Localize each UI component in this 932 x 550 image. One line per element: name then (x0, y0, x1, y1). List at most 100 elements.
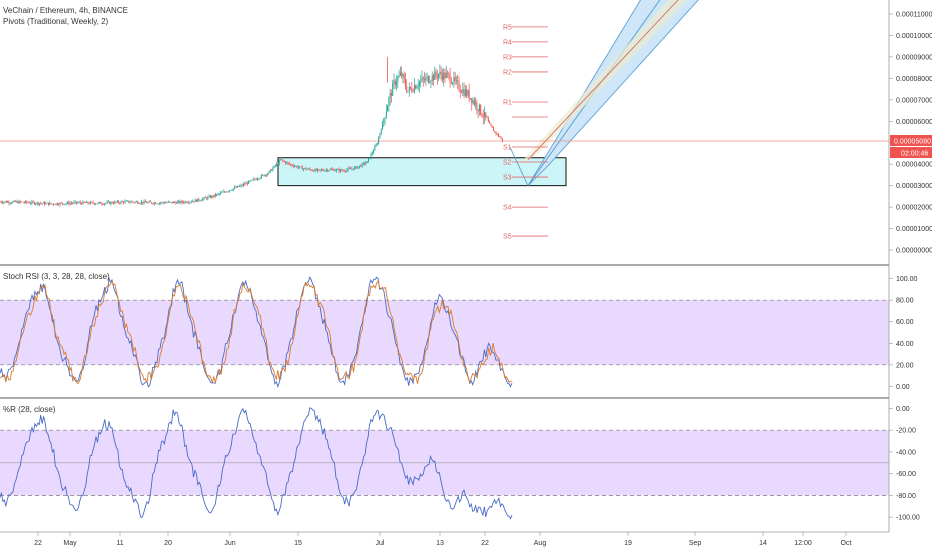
candle-body (494, 131, 496, 132)
price-axis-ticks: 0.00011000 0.00010000 0.00009000 0.00008000… (889, 12, 932, 255)
candle-body (334, 170, 336, 172)
candle-body (286, 162, 288, 164)
candle-body (60, 202, 62, 204)
candle-body (492, 127, 494, 132)
candle-body (109, 201, 111, 204)
candle-body (234, 187, 236, 189)
candle-body (129, 202, 131, 203)
candle-body (203, 197, 205, 199)
candle-body (490, 123, 492, 126)
candle-body (167, 201, 169, 203)
candle-body (427, 76, 429, 83)
candle-body (142, 201, 144, 204)
price-tick-label: 0.00008000 (896, 76, 932, 83)
candle-body (327, 169, 329, 171)
williams-r-line (0, 407, 513, 520)
candle-body (295, 166, 297, 167)
stoch-rsi-pane: Stoch RSI (3, 3, 28, 28, close) (0, 272, 889, 389)
candle-body (484, 112, 485, 118)
candle-body (397, 77, 399, 83)
candle-body (487, 117, 489, 123)
current-price-tag (890, 135, 932, 147)
candle-body (76, 201, 77, 203)
candle-body (41, 203, 43, 204)
price-axis[interactable]: 0.00011000 0.00010000 0.00009000 0.00008000… (888, 0, 932, 532)
candle-body (426, 76, 428, 78)
time-tick-label: 19 (624, 540, 632, 547)
price-tick-label: 0.00002000 (896, 205, 932, 212)
pivot-level-label: S5 (503, 234, 512, 241)
candle-body (339, 169, 341, 172)
candle-body (86, 201, 88, 203)
time-tick-label: 22 (481, 540, 489, 547)
time-axis[interactable]: 22 May 11 20 Jun 15 Jul 13 22 Aug 19 Sep 14 12:00 Oct (0, 531, 889, 547)
candle-body (438, 74, 440, 78)
candle-body (96, 203, 98, 205)
candle-body (151, 202, 153, 204)
candle-body (250, 179, 252, 181)
indicator-tick-label: 0.00 (896, 384, 910, 391)
williams-r-label: %R (28, close) (3, 405, 56, 414)
candle-body (186, 202, 188, 204)
candle-body (208, 196, 210, 197)
time-tick-label: 22 (34, 540, 42, 547)
candle-body (462, 89, 464, 93)
price-tick-label: 0.00010000 (896, 33, 932, 40)
candle-body (123, 201, 125, 203)
candle-body (370, 154, 372, 159)
candle-body (10, 202, 12, 204)
candle-body (25, 201, 26, 203)
candle-body (300, 166, 302, 168)
candle-body (404, 79, 406, 87)
regression-channel[interactable] (509, 0, 705, 186)
time-tick-label: Aug (534, 540, 547, 547)
candle-body (84, 202, 86, 204)
candle-body (127, 200, 128, 202)
pivot-level-label: R4 (503, 39, 512, 46)
candle-body (137, 201, 139, 204)
candle-body (163, 202, 165, 204)
candle-body (271, 169, 273, 171)
candle-body (192, 201, 194, 202)
indicator-tick-label: 80.00 (896, 298, 914, 305)
candle-body (47, 202, 49, 205)
candle-body (362, 162, 364, 164)
candle-body (198, 198, 200, 201)
candle-body (352, 168, 354, 170)
channel-anchor-line (509, 146, 529, 186)
candle-body (481, 114, 483, 117)
candle-body (183, 202, 185, 203)
candle-body (13, 200, 15, 202)
candle-body (143, 201, 145, 204)
candle-body (431, 75, 433, 82)
candle-body (485, 112, 487, 118)
candle-body (100, 202, 102, 204)
candle-body (68, 202, 70, 205)
candle-body (211, 195, 213, 198)
candle-body (444, 72, 446, 78)
candle-body (288, 163, 290, 165)
candle-body (225, 191, 227, 193)
candle-body (457, 80, 459, 82)
candle-body (121, 201, 123, 203)
stoch-rsi-guides (0, 299, 889, 366)
candle-body (232, 188, 234, 191)
candle-body (350, 168, 352, 170)
indicator-tick-label: 100.00 (896, 276, 918, 283)
candle-body (49, 202, 51, 205)
candle-body (429, 82, 431, 83)
time-tick-label: 13 (436, 540, 444, 547)
candle-body (134, 201, 136, 203)
candle-body (435, 71, 437, 76)
indicator-tick-label: -60.00 (896, 471, 916, 478)
candle-body (98, 202, 100, 203)
candle-body (394, 80, 396, 86)
candle-body (8, 201, 10, 204)
candle-body (498, 133, 500, 137)
candle-body (418, 81, 420, 86)
candle-body (376, 143, 378, 145)
candle-body (313, 170, 315, 172)
candle-body (331, 169, 332, 170)
candle-body (146, 202, 148, 204)
candle-body (222, 191, 224, 193)
